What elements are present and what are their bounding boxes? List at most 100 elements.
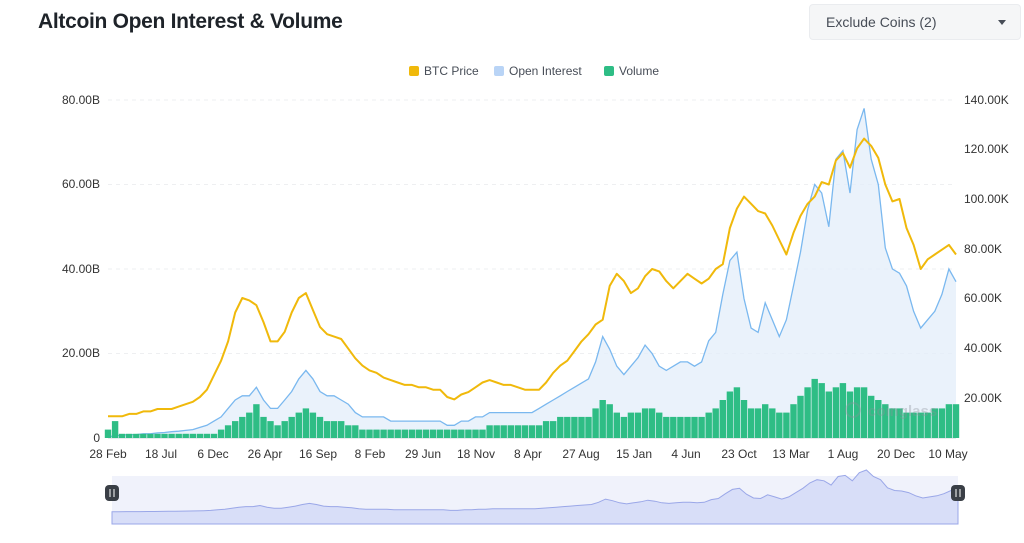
volume-bar <box>754 408 762 438</box>
volume-bar <box>323 421 331 438</box>
x-tick-label: 18 Jul <box>145 447 177 461</box>
volume-bar <box>684 416 691 438</box>
volume-bar <box>542 421 550 438</box>
navigator-area <box>111 469 959 525</box>
volume-bar <box>493 425 500 438</box>
volume-bar <box>592 408 599 438</box>
volume-bar <box>656 412 663 438</box>
exclude-coins-dropdown[interactable]: Exclude Coins (2) <box>809 4 1021 40</box>
volume-bar <box>316 416 324 438</box>
btc-price-series <box>108 137 957 418</box>
volume-bar <box>705 412 712 438</box>
volume-bar <box>634 412 642 438</box>
volume-bar <box>677 416 684 438</box>
volume-bar <box>776 412 783 438</box>
volume-bar <box>804 387 811 438</box>
volume-bar <box>825 391 832 438</box>
volume-bar <box>521 425 529 438</box>
volume-bar <box>903 412 910 438</box>
volume-bar <box>663 416 670 438</box>
volume-bar <box>698 416 705 438</box>
volume-bar <box>154 433 161 438</box>
volume-bar <box>295 412 302 438</box>
coinglass-watermark: coinglass <box>845 402 937 420</box>
volume-bar <box>196 433 204 438</box>
volume-bar <box>924 412 931 438</box>
volume-bar <box>627 412 635 438</box>
volume-bar <box>104 429 112 438</box>
volume-bar <box>408 429 416 438</box>
volume-bar <box>896 408 903 438</box>
x-tick-label: 8 Apr <box>514 447 542 461</box>
volume-bar <box>620 416 628 438</box>
volume-bar <box>839 383 847 438</box>
volume-bar <box>175 433 182 438</box>
volume-bar <box>232 421 239 438</box>
volume-bar <box>818 383 825 438</box>
volume-bar <box>352 425 359 438</box>
volume-bar <box>564 416 571 438</box>
volume-bar <box>429 429 437 438</box>
volume-bar <box>253 404 260 438</box>
volume-bar <box>691 416 698 438</box>
volume-bar <box>133 433 140 438</box>
volume-bar <box>557 416 564 438</box>
y-right-tick-label: 140.00K <box>964 93 1009 107</box>
volume-bar <box>486 425 493 438</box>
volume-bar <box>401 429 408 438</box>
volume-bar <box>917 412 924 438</box>
volume-bar <box>380 429 387 438</box>
volume-bar <box>507 425 514 438</box>
volume-bar <box>733 387 741 438</box>
volume-bar <box>606 404 613 438</box>
volume-bar <box>302 408 310 438</box>
volume-bar <box>712 408 719 438</box>
volume-bar <box>613 412 620 438</box>
y-left-tick-label: 80.00B <box>62 93 100 107</box>
range-navigator[interactable] <box>111 469 959 525</box>
volume-bar <box>882 404 889 438</box>
legend-item-btc-price[interactable]: BTC Price <box>409 64 479 78</box>
navigator-handle-left[interactable] <box>105 485 119 501</box>
x-tick-label: 18 Nov <box>457 447 495 461</box>
y-right-tick-label: 20.00K <box>964 391 1002 405</box>
volume-bar <box>345 425 352 438</box>
legend-item-open-interest[interactable]: Open Interest <box>494 64 582 78</box>
volume-bar <box>952 404 960 438</box>
y-right-tick-label: 100.00K <box>964 192 1009 206</box>
volume-bar <box>889 408 896 438</box>
volume-bar <box>465 429 472 438</box>
volume-bar <box>387 429 394 438</box>
volume-bar <box>338 421 345 438</box>
volume-bar <box>394 429 401 438</box>
x-tick-label: 13 Mar <box>772 447 809 461</box>
navigator-handle-right[interactable] <box>951 485 965 501</box>
volume-bar <box>585 416 592 438</box>
x-tick-label: 27 Aug <box>562 447 599 461</box>
x-axis: 28 Feb 18 Jul 6 Dec 26 Apr 16 Sep 8 Feb … <box>89 447 967 461</box>
volume-bar <box>528 425 536 438</box>
volume-bar <box>260 416 267 438</box>
volume-bar <box>578 416 585 438</box>
volume-bar <box>451 429 458 438</box>
volume-bar <box>239 416 246 438</box>
volume-bar <box>140 433 147 438</box>
x-tick-label: 1 Aug <box>828 447 859 461</box>
volume-bar <box>422 429 430 438</box>
volume-bar <box>444 429 451 438</box>
volume-bar <box>726 391 734 438</box>
volume-bar <box>436 429 444 438</box>
x-tick-label: 6 Dec <box>197 447 228 461</box>
y-left-tick-label: 0 <box>93 431 100 445</box>
x-tick-label: 16 Sep <box>299 447 337 461</box>
chevron-down-icon <box>998 20 1006 25</box>
legend-item-volume[interactable]: Volume <box>604 64 659 78</box>
volume-bar <box>217 429 225 438</box>
volume-bar <box>599 400 606 438</box>
volume-bar <box>945 404 953 438</box>
y-right-tick-label: 40.00K <box>964 341 1002 355</box>
volume-bar <box>769 408 776 438</box>
legend-label-open-interest: Open Interest <box>509 64 582 78</box>
volume-bar <box>147 433 154 438</box>
